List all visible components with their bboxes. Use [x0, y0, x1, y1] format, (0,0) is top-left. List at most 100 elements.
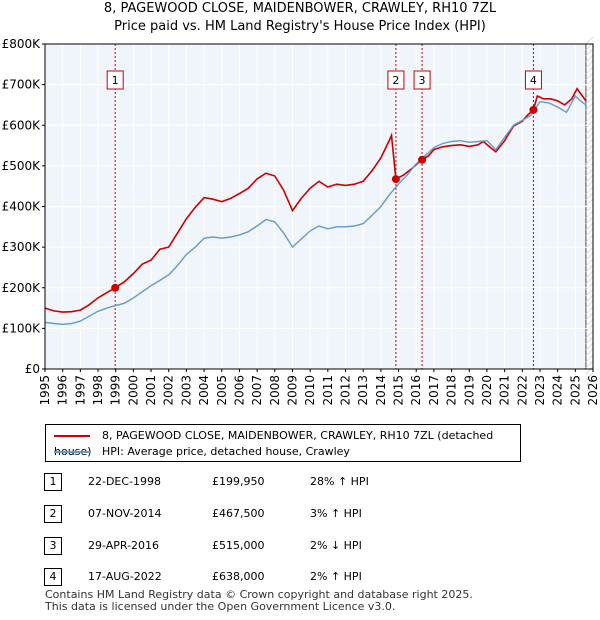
- hatch-line: [585, 120, 594, 129]
- legend-label-hpi: HPI: Average price, detached house, Craw…: [102, 445, 350, 458]
- sale-price: £638,000: [212, 570, 265, 583]
- x-tick-label: 2026: [586, 375, 600, 406]
- hatch-line: [585, 342, 594, 351]
- hatch-line: [585, 198, 594, 207]
- y-tick-label: £600K: [2, 118, 42, 132]
- x-tick-label: 2011: [321, 375, 335, 406]
- hatch-line: [585, 276, 594, 285]
- x-tick-label: 1996: [56, 375, 70, 406]
- x-tick-label: 2017: [427, 375, 441, 406]
- sale-label-text: 4: [530, 74, 537, 87]
- x-tick-label: 1998: [91, 375, 105, 406]
- hatch-line: [585, 222, 594, 231]
- hatch-line: [585, 84, 594, 93]
- legend-swatch-property: [54, 435, 90, 437]
- hatch-line: [585, 246, 594, 255]
- x-tick-label: 1995: [38, 375, 52, 406]
- series-line-hpi: [44, 94, 587, 326]
- x-tick-label: 2008: [268, 375, 282, 406]
- legend-swatch-hpi: [54, 451, 90, 453]
- x-tick-label: 2002: [162, 375, 176, 406]
- hatch-line: [585, 312, 594, 321]
- sale-row: 3 29-APR-2016 £515,000 2% ↓ HPI: [40, 537, 580, 555]
- sale-number-badge: 2: [44, 505, 62, 523]
- hatch-line: [585, 330, 594, 339]
- x-tick-label: 2000: [126, 375, 140, 406]
- sale-row: 1 22-DEC-1998 £199,950 28% ↑ HPI: [40, 473, 580, 491]
- hatch-line: [585, 252, 594, 261]
- hatch-line: [585, 306, 594, 315]
- hatch-line: [585, 336, 594, 345]
- y-tick-label: £200K: [2, 281, 42, 295]
- hatch-line: [585, 360, 594, 369]
- sale-label-box: [106, 70, 124, 90]
- hatch-line: [585, 264, 594, 273]
- hatch-line: [585, 150, 594, 159]
- x-tick-label: 2013: [356, 375, 370, 406]
- hatch-line: [585, 162, 594, 171]
- y-tick-label: £100K: [2, 321, 42, 335]
- hatch-line: [585, 318, 594, 327]
- sale-label-text: 3: [419, 74, 426, 87]
- x-tick-label: 2016: [409, 375, 423, 406]
- hatch-line: [585, 138, 594, 147]
- hatch-line: [585, 372, 594, 381]
- hatch-line: [585, 66, 594, 75]
- chart-legend: 8, PAGEWOOD CLOSE, MAIDENBOWER, CRAWLEY,…: [45, 424, 521, 462]
- y-tick-label: £0: [25, 362, 40, 376]
- y-tick-label: £700K: [2, 78, 42, 92]
- hatch-line: [585, 90, 594, 99]
- chart-title: 8, PAGEWOOD CLOSE, MAIDENBOWER, CRAWLEY,…: [0, 0, 600, 36]
- sale-price: £515,000: [212, 539, 265, 552]
- sale-row: 4 17-AUG-2022 £638,000 2% ↑ HPI: [40, 568, 580, 586]
- hatch-line: [585, 234, 594, 243]
- price-chart: 1 2 3 4 £0 £100K £200K £300K £400K £500K £600K £700…: [2, 36, 600, 406]
- hatch-line: [585, 132, 594, 141]
- hatch-line: [585, 282, 594, 291]
- x-tick-label: 2019: [462, 375, 476, 406]
- sale-number-badge: 4: [44, 568, 62, 586]
- x-tick-label: 2003: [179, 375, 193, 406]
- hatch-line: [585, 174, 594, 183]
- sale-label-box: [413, 70, 431, 90]
- hatch-line: [585, 60, 594, 69]
- legend-item-hpi: HPI: Average price, detached house, Craw…: [54, 444, 350, 460]
- hatch-line: [585, 210, 594, 219]
- y-tick-label: £500K: [2, 159, 42, 173]
- x-tick-label: 1999: [109, 375, 123, 406]
- x-tick-label: 2025: [568, 375, 582, 406]
- hatch-line: [585, 228, 594, 237]
- sale-marker: [529, 105, 538, 114]
- x-tick-label: 2005: [215, 375, 229, 406]
- x-tick-label: 2022: [515, 375, 529, 406]
- y-tick-label: £300K: [2, 240, 42, 254]
- sale-hpi-diff: 28% ↑ HPI: [310, 475, 369, 488]
- sale-hpi-diff: 3% ↑ HPI: [310, 507, 362, 520]
- sale-marker: [418, 155, 427, 164]
- y-tick-label: £400K: [2, 200, 42, 214]
- hatch-line: [585, 288, 594, 297]
- hatch-line: [585, 144, 594, 153]
- hatch-line: [585, 114, 594, 123]
- x-tick-label: 2020: [480, 375, 494, 406]
- hatch-line: [585, 108, 594, 117]
- hatch-line: [585, 156, 594, 165]
- sale-price: £199,950: [212, 475, 265, 488]
- x-tick-label: 2009: [285, 375, 299, 406]
- sale-price: £467,500: [212, 507, 265, 520]
- hatch-line: [585, 366, 594, 375]
- hatch-line: [585, 102, 594, 111]
- x-tick-label: 2021: [498, 375, 512, 406]
- hatch-line: [585, 378, 594, 387]
- x-tick-label: 2015: [392, 375, 406, 406]
- sale-row: 2 07-NOV-2014 £467,500 3% ↑ HPI: [40, 505, 580, 523]
- x-tick-label: 2018: [445, 375, 459, 406]
- hatch-line: [585, 48, 594, 57]
- x-tick-label: 2010: [303, 375, 317, 406]
- footer-line1: Contains HM Land Registry data © Crown c…: [45, 588, 473, 601]
- hatch-line: [585, 192, 594, 201]
- x-tick-label: 2012: [339, 375, 353, 406]
- sale-date: 07-NOV-2014: [88, 507, 162, 520]
- sale-number-badge: 3: [44, 537, 62, 555]
- hatch-line: [585, 258, 594, 267]
